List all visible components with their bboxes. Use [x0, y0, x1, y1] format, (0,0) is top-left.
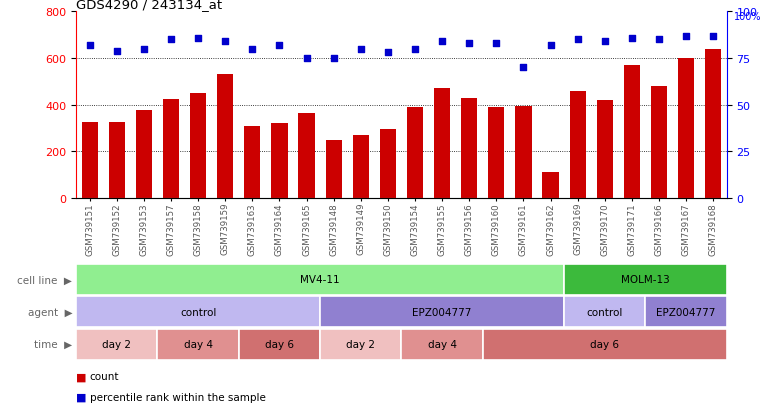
Bar — [76, 264, 564, 295]
Bar — [380, 130, 396, 198]
Point — [301, 56, 313, 62]
Bar — [272, 124, 288, 198]
Point — [599, 39, 611, 45]
Point — [219, 39, 231, 45]
Bar — [76, 297, 320, 328]
Bar — [543, 173, 559, 198]
Text: GDS4290 / 243134_at: GDS4290 / 243134_at — [76, 0, 222, 11]
Bar — [244, 126, 260, 198]
Bar — [298, 114, 315, 198]
Text: ■: ■ — [76, 392, 87, 402]
Bar — [163, 100, 179, 198]
Bar — [461, 98, 477, 198]
Bar — [217, 75, 234, 198]
Bar — [407, 108, 423, 198]
Text: control: control — [180, 307, 216, 317]
Text: day 2: day 2 — [346, 339, 375, 349]
Point — [273, 43, 285, 49]
Text: 100%: 100% — [734, 12, 761, 22]
Bar — [352, 135, 369, 198]
Point — [355, 46, 367, 53]
Bar — [76, 329, 158, 360]
Point — [192, 35, 204, 42]
Text: MOLM-13: MOLM-13 — [621, 275, 670, 285]
Point — [572, 37, 584, 44]
Bar — [158, 329, 239, 360]
Bar — [564, 297, 645, 328]
Point — [382, 50, 394, 57]
Point — [463, 41, 476, 47]
Point — [490, 41, 502, 47]
Point — [653, 37, 665, 44]
Point — [84, 43, 96, 49]
Bar — [190, 94, 206, 198]
Bar — [81, 123, 97, 198]
Bar — [326, 140, 342, 198]
Bar — [482, 329, 727, 360]
Point — [247, 46, 259, 53]
Text: count: count — [90, 371, 119, 381]
Point — [544, 43, 556, 49]
Text: time  ▶: time ▶ — [34, 339, 72, 349]
Text: day 2: day 2 — [102, 339, 131, 349]
Bar — [109, 123, 125, 198]
Bar — [564, 264, 727, 295]
Bar — [705, 50, 721, 198]
Text: EPZ004777: EPZ004777 — [657, 307, 716, 317]
Bar — [489, 108, 505, 198]
Point — [165, 37, 177, 44]
Bar — [515, 107, 531, 198]
Text: agent  ▶: agent ▶ — [27, 307, 72, 317]
Text: MV4-11: MV4-11 — [301, 275, 340, 285]
Point — [138, 46, 150, 53]
Bar — [135, 111, 152, 198]
Text: percentile rank within the sample: percentile rank within the sample — [90, 392, 266, 402]
Text: day 6: day 6 — [265, 339, 294, 349]
Point — [626, 35, 638, 42]
Point — [517, 65, 530, 71]
Point — [110, 48, 123, 55]
Bar — [645, 297, 727, 328]
Text: ■: ■ — [76, 371, 87, 381]
Bar — [239, 329, 320, 360]
Text: cell line  ▶: cell line ▶ — [18, 275, 72, 285]
Bar — [320, 297, 564, 328]
Text: EPZ004777: EPZ004777 — [412, 307, 472, 317]
Bar — [402, 329, 482, 360]
Bar — [624, 66, 640, 198]
Bar — [434, 89, 451, 198]
Point — [680, 33, 693, 40]
Bar — [320, 329, 402, 360]
Bar — [569, 91, 586, 198]
Bar — [651, 87, 667, 198]
Text: control: control — [587, 307, 623, 317]
Point — [436, 39, 448, 45]
Text: day 6: day 6 — [591, 339, 619, 349]
Point — [327, 56, 339, 62]
Bar — [597, 101, 613, 198]
Bar — [678, 59, 694, 198]
Text: day 4: day 4 — [183, 339, 212, 349]
Point — [707, 33, 719, 40]
Text: day 4: day 4 — [428, 339, 457, 349]
Point — [409, 46, 421, 53]
